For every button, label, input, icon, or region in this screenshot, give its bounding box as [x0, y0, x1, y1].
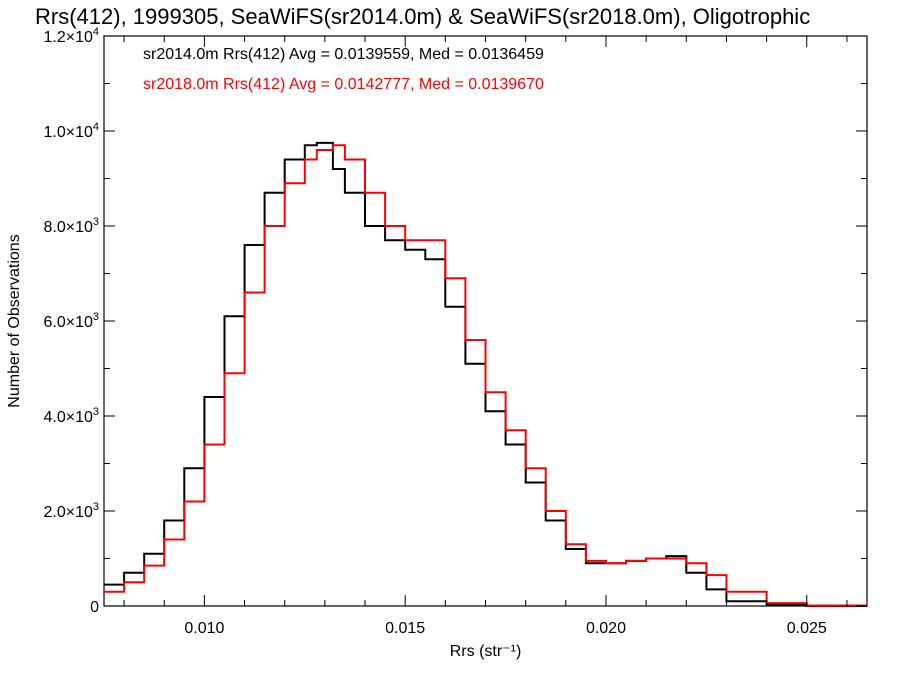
x-ticks: 0.010 0.015 0.020 0.025 [123, 36, 848, 637]
x-tick-label: 0.015 [385, 620, 425, 637]
x-tick-label: 0.025 [787, 620, 827, 637]
chart-title: Rrs(412), 1999305, SeaWiFS(sr2014.0m) & … [35, 4, 810, 29]
y-ticks: 0 2.0×103 4.0×103 6.0×103 8.0×103 1.0×104 1.2×… [43, 26, 867, 616]
y-tick-label: 2.0×103 [43, 501, 99, 521]
y-tick-label: 1.0×104 [43, 121, 99, 141]
y-tick-label: 4.0×103 [43, 406, 99, 426]
annotation-sr2014: sr2014.0m Rrs(412) Avg = 0.0139559, Med … [143, 46, 544, 63]
y-tick-label: 0 [90, 599, 99, 616]
y-axis-label: Number of Observations [6, 234, 23, 407]
y-tick-label: 6.0×103 [43, 311, 99, 331]
plot-area: 0.010 0.015 0.020 0.025 0 2.0×103 4.0×103 6.0×… [43, 26, 868, 637]
y-tick-label: 8.0×103 [43, 216, 99, 236]
y-tick-label: 1.2×104 [43, 26, 99, 46]
series-layer [104, 141, 867, 607]
x-tick-label: 0.010 [184, 620, 224, 637]
plot-frame [103, 35, 868, 607]
series-line-1 [104, 144, 867, 607]
annotation-sr2018: sr2018.0m Rrs(412) Avg = 0.0142777, Med … [143, 76, 544, 93]
x-axis-label: Rrs (str⁻¹) [450, 643, 522, 660]
x-tick-label: 0.020 [586, 620, 626, 637]
series-line-0 [104, 141, 867, 607]
